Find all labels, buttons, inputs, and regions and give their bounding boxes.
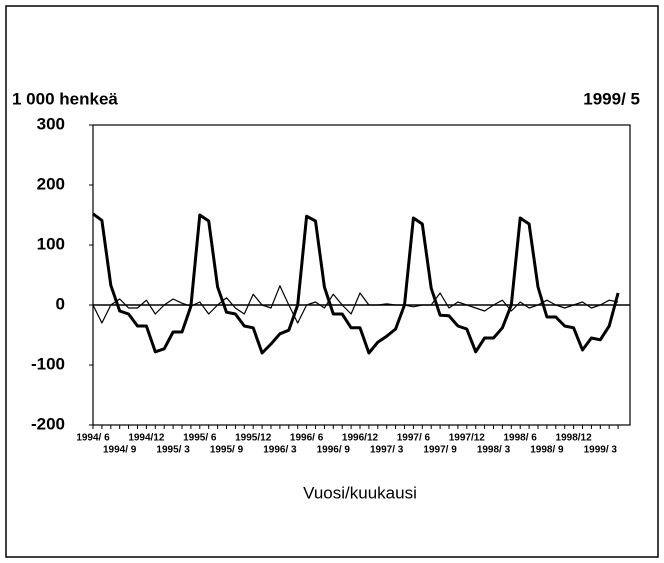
annotation: 1999/ 5 <box>583 89 640 108</box>
x-tick-label: 1994/ 6 <box>76 433 110 444</box>
x-tick-label: 1995/ 6 <box>183 433 217 444</box>
series-line <box>92 212 620 355</box>
x-tick-label: 1995/12 <box>235 433 272 444</box>
x-tick-label: 1996/ 3 <box>263 445 297 456</box>
y-tick-label: -200 <box>31 414 65 433</box>
frame <box>5 5 659 558</box>
x-tick-label: 1997/ 6 <box>397 433 431 444</box>
x-tick-label: 1995/ 9 <box>210 445 244 456</box>
y-axis-label: 1 000 henkeä <box>12 89 118 108</box>
y-tick-label: 200 <box>37 174 65 193</box>
x-tick-label: 1998/ 3 <box>477 445 511 456</box>
x-tick-label: 1996/ 6 <box>290 433 324 444</box>
y-tick-label: -100 <box>31 354 65 373</box>
series-line <box>92 285 619 324</box>
x-tick-label: 1999/ 3 <box>584 445 618 456</box>
x-tick-label: 1995/ 3 <box>156 445 190 456</box>
x-tick-label: 1997/12 <box>449 433 486 444</box>
x-tick-label: 1994/12 <box>128 433 165 444</box>
y-tick-label: 300 <box>37 114 65 133</box>
x-tick-label: 1998/12 <box>556 433 593 444</box>
x-tick-label: 1998/ 9 <box>530 445 564 456</box>
x-tick-label: 1996/ 9 <box>317 445 351 456</box>
plot-frame <box>92 124 631 426</box>
x-tick-label: 1997/ 9 <box>423 445 457 456</box>
x-tick-label: 1994/ 9 <box>103 445 137 456</box>
y-tick-label: 100 <box>37 234 65 253</box>
x-tick-label: 1996/12 <box>342 433 379 444</box>
y-tick-label: 0 <box>56 294 65 313</box>
x-tick-label: 1997/ 3 <box>370 445 404 456</box>
x-tick-label: 1998/ 6 <box>504 433 538 444</box>
x-axis-label: Vuosi/kuukausi <box>303 483 417 502</box>
